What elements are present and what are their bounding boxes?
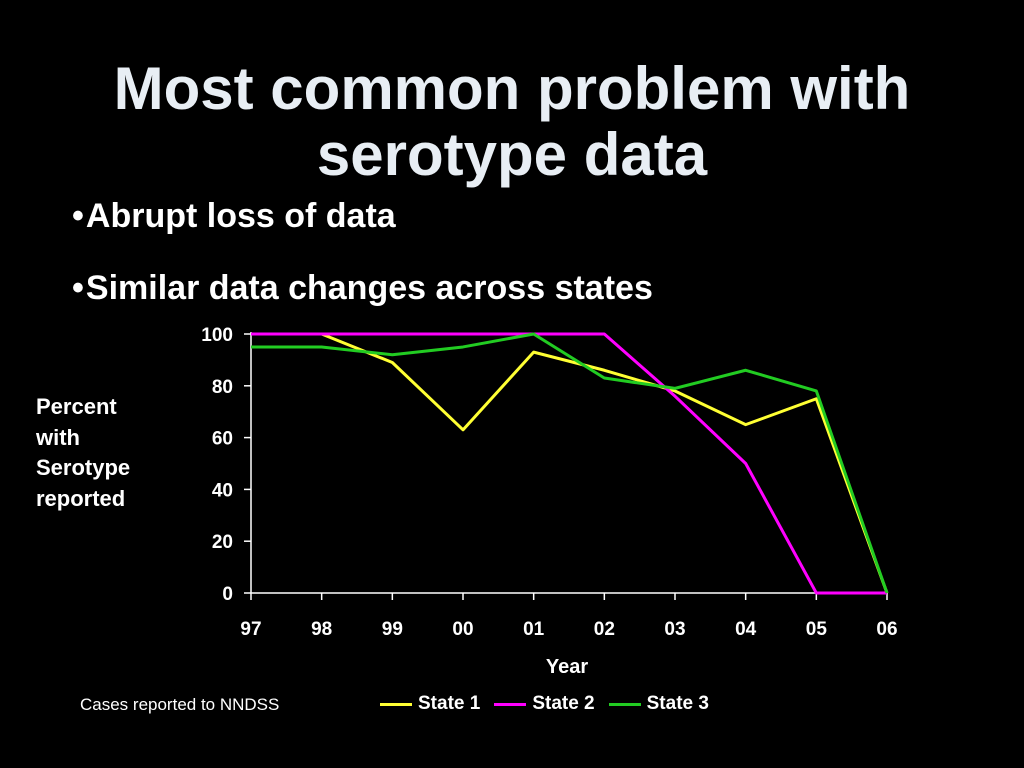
legend-item: State 2 [494,693,595,715]
bullet-item: •Abrupt loss of data [72,197,396,235]
legend-item: State 3 [608,693,709,715]
x-axis-title: Year [546,656,588,678]
legend-swatch [494,702,527,706]
legend-item: State 1 [380,693,480,715]
y-axis-label-line: reported [36,485,126,511]
y-axis-label-line: Percent [36,394,117,419]
bullet-text: Abrupt loss of data [85,197,396,235]
y-tick-label: 20 [212,532,233,553]
y-axis-label-line: with [36,424,80,450]
x-tick-label: 98 [311,619,332,640]
x-tick-label: 04 [735,619,757,640]
y-axis-label: Percent with Serotype reported [36,392,156,514]
x-tick-label: 99 [382,619,403,640]
title-line-1: Most common problem with [113,55,911,122]
y-tick-label: 80 [212,377,233,398]
y-tick-label: 100 [201,325,233,346]
x-tick-label: 06 [876,619,897,640]
source-note: Cases reported to NNDSS [80,695,280,714]
y-tick-label: 0 [222,584,233,605]
y-tick-label: 60 [212,429,233,450]
bullet-list: •Abrupt loss of data •Similar data chang… [72,196,653,340]
x-tick-label: 03 [664,619,685,640]
legend-label: State 2 [532,693,595,714]
bullet-text: Similar data changes across states [85,269,653,307]
legend-swatch [608,702,641,706]
bullet-item: •Similar data changes across states [72,269,653,307]
legend-swatch [380,702,412,706]
x-tick-label: 02 [594,619,615,640]
chart-legend: State 1 State 2 State 3 [380,693,723,715]
legend-label: State 1 [418,693,481,714]
series-line-state-2 [251,332,887,595]
slide-title: Most common problem with serotype data [0,56,1024,188]
y-tick-label: 40 [212,480,233,501]
series-line-state-1 [251,332,889,594]
x-tick-label: 01 [523,619,545,640]
title-line-2: serotype data [316,121,708,188]
x-tick-label: 97 [240,619,261,640]
series-line-state-3 [251,332,889,594]
legend-label: State 3 [646,693,709,714]
y-axis-label-line: Serotype [36,455,131,480]
x-tick-label: 00 [452,619,473,640]
x-tick-label: 05 [806,619,828,640]
